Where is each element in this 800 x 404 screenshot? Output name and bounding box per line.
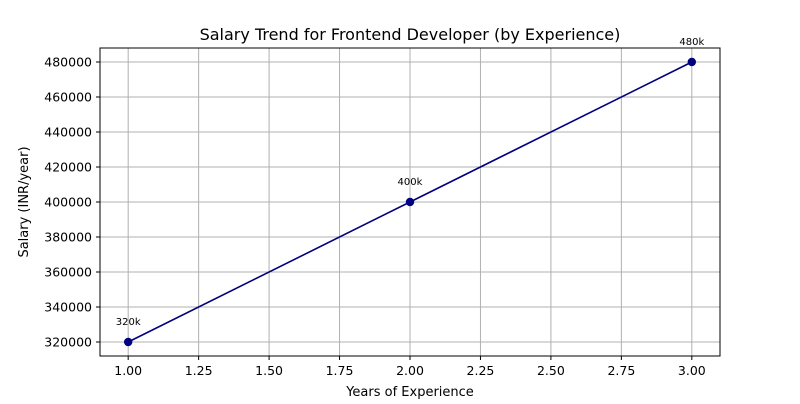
x-tick-label: 2.25 (467, 363, 495, 378)
data-point (687, 57, 697, 67)
y-tick-label: 420000 (44, 160, 92, 175)
x-tick-label: 1.75 (326, 363, 354, 378)
x-tick-label: 3.00 (678, 363, 706, 378)
y-tick-label: 460000 (44, 90, 92, 105)
y-axis-ticks: 320000 340000 360000 380000 400000 420000 4400… (44, 55, 100, 350)
data-point-label: 400k (398, 177, 423, 188)
y-axis-label: Salary (INR/year) (17, 146, 32, 257)
x-axis-ticks: 1.00 1.25 1.50 1.75 2.00 2.25 2.50 2.75 3.00 (114, 356, 706, 378)
y-tick-label: 380000 (44, 230, 92, 245)
x-axis-label: Years of Experience (345, 385, 474, 400)
series-layer: 320k 400k 480k (116, 37, 704, 347)
x-tick-label: 2.50 (537, 363, 565, 378)
y-tick-label: 320000 (44, 335, 92, 350)
x-tick-label: 1.25 (185, 363, 213, 378)
y-tick-label: 480000 (44, 55, 92, 70)
x-tick-label: 1.00 (114, 363, 142, 378)
y-tick-label: 400000 (44, 195, 92, 210)
chart-title: Salary Trend for Frontend Developer (by … (200, 25, 621, 44)
y-tick-label: 340000 (44, 300, 92, 315)
y-tick-label: 440000 (44, 125, 92, 140)
x-tick-label: 1.50 (255, 363, 283, 378)
data-point (123, 337, 133, 347)
data-point-label: 320k (116, 317, 141, 328)
data-point (405, 197, 415, 207)
data-point-label: 480k (679, 37, 704, 48)
y-tick-label: 360000 (44, 265, 92, 280)
x-tick-label: 2.75 (607, 363, 635, 378)
x-tick-label: 2.00 (396, 363, 424, 378)
